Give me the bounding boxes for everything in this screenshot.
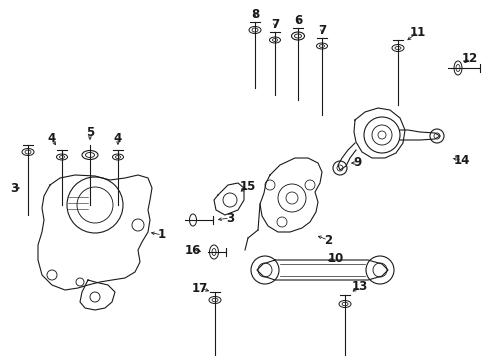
Text: 15: 15 [239,180,256,194]
Text: 11: 11 [409,26,425,39]
Text: 3: 3 [225,211,234,225]
Text: 6: 6 [293,13,302,27]
Text: 13: 13 [351,280,367,293]
Text: 12: 12 [461,51,477,64]
Text: 4: 4 [114,131,122,144]
Text: 1: 1 [158,229,166,242]
Text: 4: 4 [48,131,56,144]
Text: 7: 7 [270,18,279,31]
Text: 3: 3 [10,181,18,194]
Text: 5: 5 [86,126,94,139]
Text: 17: 17 [191,282,208,294]
Text: 8: 8 [250,8,259,21]
Text: 10: 10 [327,252,344,265]
Text: 14: 14 [453,153,469,166]
Text: 9: 9 [353,157,362,170]
Text: 16: 16 [184,243,201,256]
Text: 2: 2 [323,234,331,247]
Text: 7: 7 [317,23,325,36]
